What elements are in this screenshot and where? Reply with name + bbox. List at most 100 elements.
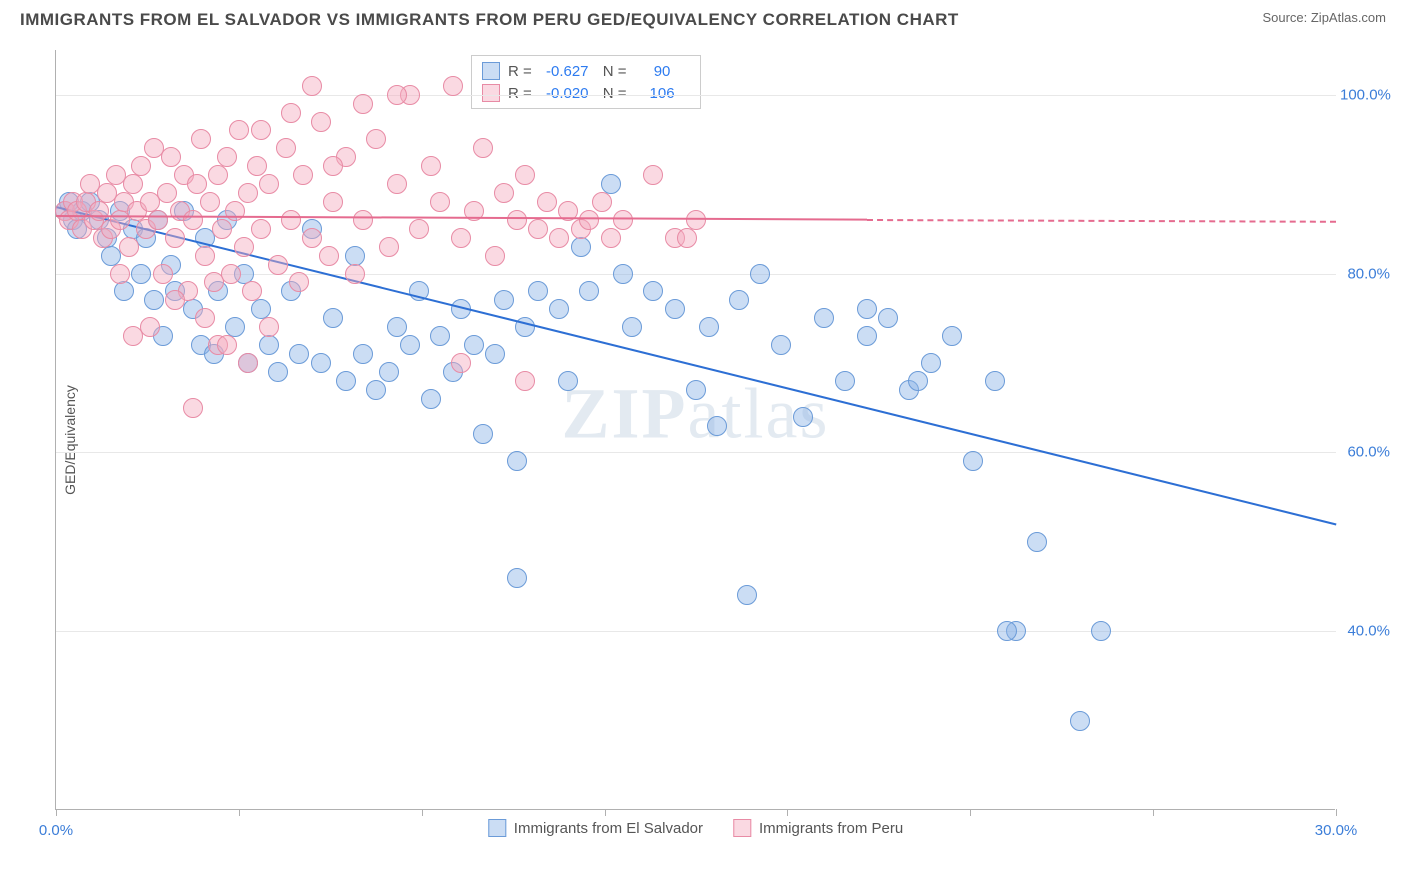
scatter-point bbox=[494, 290, 514, 310]
scatter-point bbox=[276, 138, 296, 158]
scatter-point bbox=[507, 451, 527, 471]
scatter-point bbox=[153, 264, 173, 284]
stat-n-label-1: N = bbox=[603, 85, 627, 102]
scatter-point bbox=[251, 120, 271, 140]
scatter-point bbox=[579, 281, 599, 301]
scatter-point bbox=[1070, 711, 1090, 731]
scatter-point bbox=[225, 201, 245, 221]
scatter-point bbox=[549, 228, 569, 248]
y-tick-label: 60.0% bbox=[1340, 444, 1390, 461]
scatter-point bbox=[451, 228, 471, 248]
scatter-point bbox=[473, 138, 493, 158]
scatter-point bbox=[558, 371, 578, 391]
scatter-point bbox=[144, 290, 164, 310]
scatter-point bbox=[195, 308, 215, 328]
legend-stats-box: R = -0.627 N = 90 R = -0.020 N = 106 bbox=[471, 55, 701, 109]
scatter-point bbox=[592, 192, 612, 212]
scatter-point bbox=[443, 76, 463, 96]
legend-stats-row-1: R = -0.020 N = 106 bbox=[482, 82, 690, 104]
scatter-point bbox=[165, 228, 185, 248]
scatter-point bbox=[494, 183, 514, 203]
scatter-point bbox=[579, 210, 599, 230]
scatter-point bbox=[89, 201, 109, 221]
scatter-point bbox=[613, 264, 633, 284]
scatter-point bbox=[131, 156, 151, 176]
legend-swatch-0 bbox=[482, 62, 500, 80]
scatter-point bbox=[165, 290, 185, 310]
scatter-point bbox=[473, 424, 493, 444]
scatter-point bbox=[311, 353, 331, 373]
source-label: Source: bbox=[1262, 10, 1310, 25]
y-tick-label: 80.0% bbox=[1340, 265, 1390, 282]
scatter-point bbox=[622, 317, 642, 337]
x-tick bbox=[605, 809, 606, 816]
scatter-point bbox=[323, 308, 343, 328]
scatter-point bbox=[387, 174, 407, 194]
scatter-point bbox=[997, 621, 1017, 641]
scatter-point bbox=[515, 371, 535, 391]
stat-r-label-1: R = bbox=[508, 85, 532, 102]
scatter-point bbox=[409, 219, 429, 239]
bottom-legend-swatch-0 bbox=[488, 819, 506, 837]
stat-n-value-0: 90 bbox=[635, 63, 690, 80]
x-tick-label: 30.0% bbox=[1315, 822, 1358, 839]
stat-n-value-1: 106 bbox=[635, 85, 690, 102]
scatter-point bbox=[251, 219, 271, 239]
scatter-point bbox=[119, 237, 139, 257]
scatter-point bbox=[131, 264, 151, 284]
scatter-point bbox=[613, 210, 633, 230]
scatter-point bbox=[157, 183, 177, 203]
scatter-point bbox=[114, 281, 134, 301]
x-tick bbox=[56, 809, 57, 816]
scatter-point bbox=[208, 165, 228, 185]
scatter-point bbox=[571, 237, 591, 257]
scatter-point bbox=[161, 147, 181, 167]
scatter-point bbox=[507, 210, 527, 230]
bottom-legend-label-0: Immigrants from El Salvador bbox=[514, 820, 703, 837]
scatter-point bbox=[247, 156, 267, 176]
scatter-point bbox=[289, 272, 309, 292]
scatter-point bbox=[259, 174, 279, 194]
scatter-point bbox=[366, 129, 386, 149]
scatter-point bbox=[212, 219, 232, 239]
scatter-point bbox=[985, 371, 1005, 391]
trend-line-dashed bbox=[867, 219, 1336, 223]
grid-line bbox=[56, 452, 1336, 453]
scatter-point bbox=[643, 281, 663, 301]
scatter-point bbox=[353, 210, 373, 230]
scatter-point bbox=[464, 335, 484, 355]
x-tick bbox=[1153, 809, 1154, 816]
scatter-point bbox=[451, 353, 471, 373]
chart-title: IMMIGRANTS FROM EL SALVADOR VS IMMIGRANT… bbox=[20, 10, 959, 30]
scatter-point bbox=[259, 317, 279, 337]
x-tick bbox=[239, 809, 240, 816]
chart-container: GED/Equivalency ZIPatlas R = -0.627 N = … bbox=[55, 50, 1385, 830]
scatter-point bbox=[793, 407, 813, 427]
scatter-point bbox=[140, 317, 160, 337]
scatter-point bbox=[908, 371, 928, 391]
scatter-point bbox=[430, 192, 450, 212]
scatter-point bbox=[750, 264, 770, 284]
scatter-point bbox=[148, 210, 168, 230]
y-tick-label: 40.0% bbox=[1340, 623, 1390, 640]
scatter-point bbox=[311, 112, 331, 132]
stat-r-value-1: -0.020 bbox=[540, 85, 595, 102]
x-tick bbox=[970, 809, 971, 816]
scatter-point bbox=[387, 317, 407, 337]
plot-area: ZIPatlas R = -0.627 N = 90 R = -0.020 N … bbox=[55, 50, 1335, 810]
x-tick bbox=[422, 809, 423, 816]
scatter-point bbox=[217, 147, 237, 167]
scatter-point bbox=[677, 228, 697, 248]
scatter-point bbox=[323, 156, 343, 176]
scatter-point bbox=[242, 281, 262, 301]
scatter-point bbox=[293, 165, 313, 185]
scatter-point bbox=[963, 451, 983, 471]
legend-stats-row-0: R = -0.627 N = 90 bbox=[482, 60, 690, 82]
scatter-point bbox=[323, 192, 343, 212]
scatter-point bbox=[515, 165, 535, 185]
bottom-legend-item-0: Immigrants from El Salvador bbox=[488, 819, 703, 837]
scatter-point bbox=[400, 335, 420, 355]
x-tick-label: 0.0% bbox=[39, 822, 73, 839]
scatter-point bbox=[507, 568, 527, 588]
scatter-point bbox=[421, 389, 441, 409]
